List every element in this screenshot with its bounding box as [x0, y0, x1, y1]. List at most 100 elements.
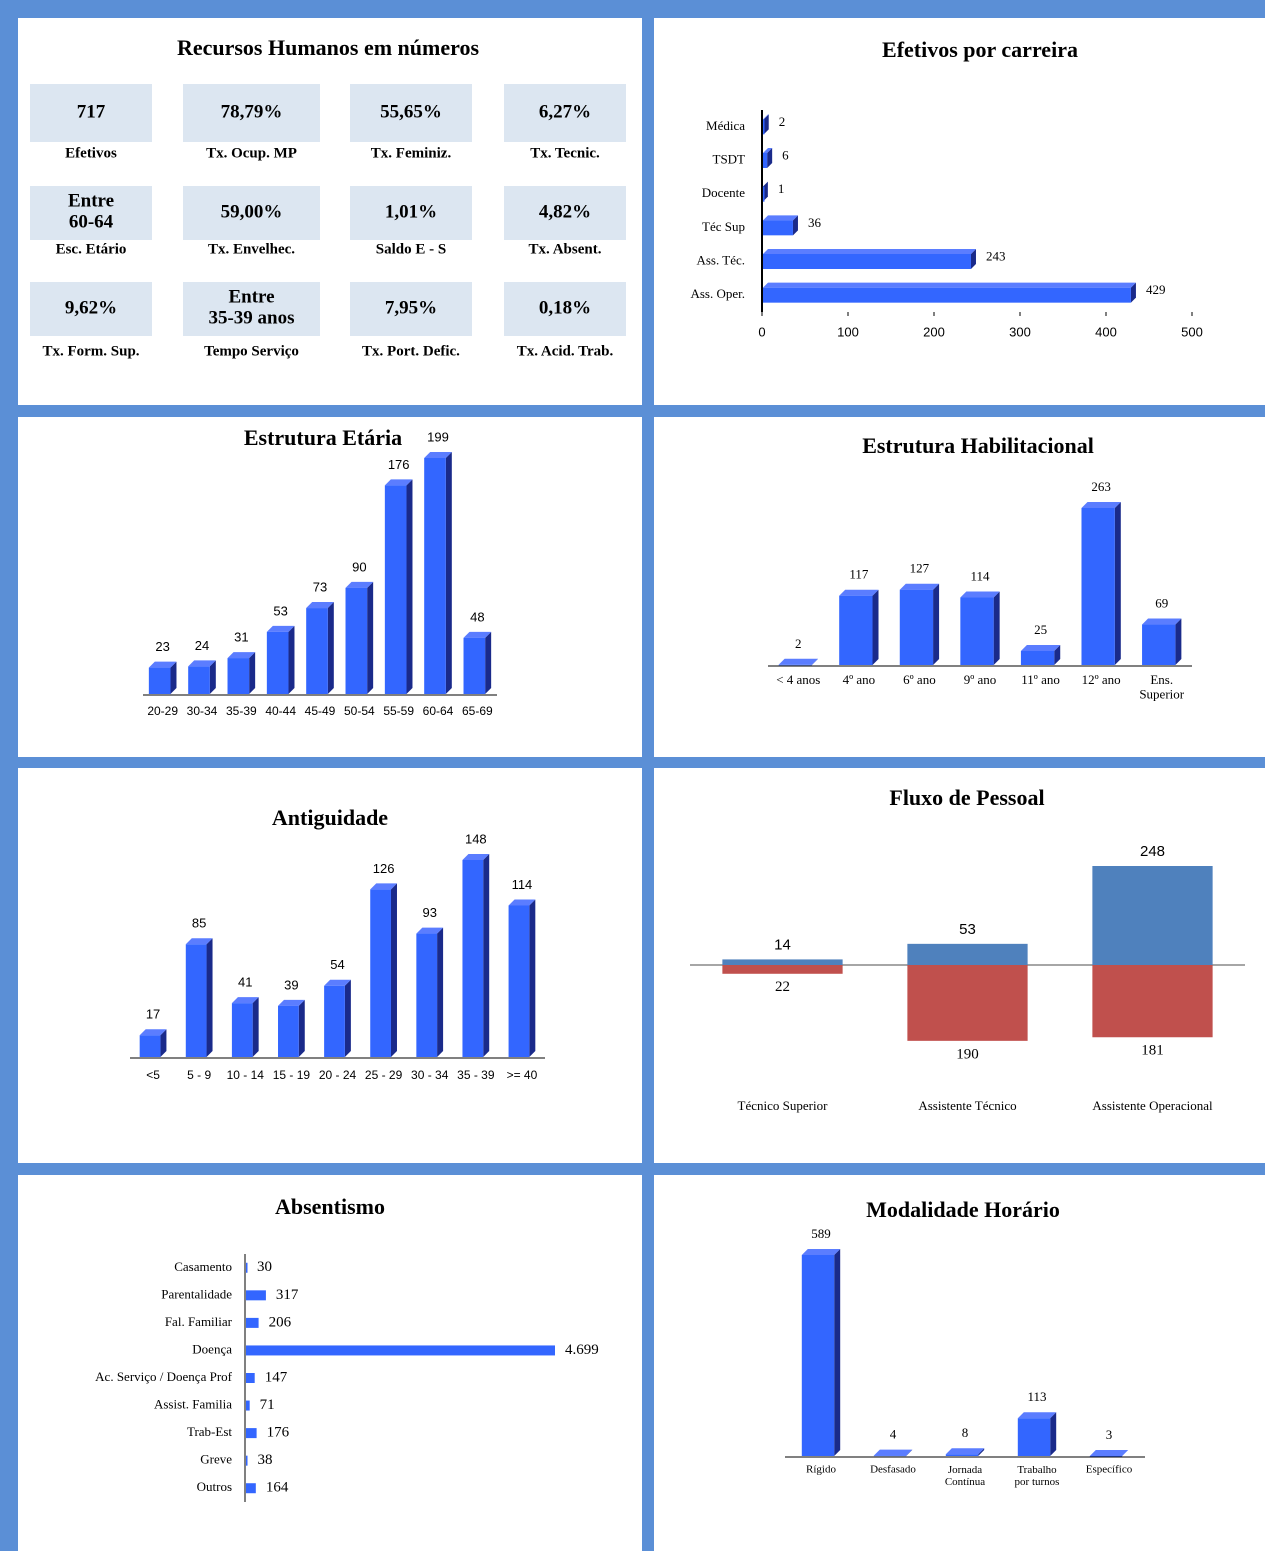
bar-top	[763, 249, 976, 254]
x-tick-label: 11º ano	[1021, 672, 1060, 687]
bar-top	[801, 1249, 841, 1255]
bar	[1092, 965, 1213, 1038]
y-tick-label: TSDT	[713, 151, 746, 166]
kpi-box	[183, 84, 320, 142]
bar	[722, 965, 843, 974]
kpi-box	[350, 186, 472, 240]
panel	[654, 18, 1265, 405]
bar-top	[231, 997, 259, 1004]
bar	[231, 1003, 253, 1057]
bar	[1142, 624, 1176, 665]
value-label: 199	[427, 429, 449, 444]
value-label: 317	[276, 1287, 299, 1303]
y-tick-label: Trab-Est	[187, 1424, 232, 1439]
panel-title: Recursos Humanos em números	[177, 35, 480, 60]
x-tick-label: Jornada Contínua	[945, 1464, 985, 1488]
value-label: 4.699	[565, 1342, 599, 1358]
x-tick-label: < 4 anos	[776, 672, 820, 687]
kpi-box	[504, 84, 626, 142]
bar-side	[767, 148, 773, 168]
bar-side	[872, 589, 879, 665]
y-tick-label: Fal. Familiar	[165, 1314, 233, 1329]
bar-side	[993, 591, 1000, 665]
kpi-label: Saldo E - S	[376, 241, 446, 257]
kpi-box	[183, 282, 320, 336]
bar-side	[978, 1448, 985, 1456]
bar-side	[249, 652, 256, 694]
x-tick-label: Assistente Operacional	[1092, 1098, 1213, 1113]
kpi-box	[350, 84, 472, 142]
bar-side	[367, 581, 374, 694]
kpi-value: 6,27%	[539, 101, 591, 122]
kpi-label: Tx. Envelhec.	[208, 241, 295, 257]
bar	[246, 1483, 256, 1494]
bar-side	[390, 883, 397, 1057]
y-tick-label: Ass. Téc.	[696, 252, 745, 267]
bar	[278, 1005, 299, 1057]
bar-top	[384, 479, 413, 486]
bar-side	[1050, 1412, 1057, 1456]
value-label: 53	[959, 921, 976, 938]
bar	[246, 1400, 250, 1411]
value-label: 126	[373, 861, 395, 876]
bar-top	[306, 602, 334, 609]
y-tick-label: Casamento	[174, 1259, 232, 1274]
kpi-label: Tx. Tecnic.	[530, 145, 600, 161]
bar-top	[945, 1448, 985, 1455]
bar-side	[792, 215, 798, 236]
bar-top	[416, 927, 444, 934]
value-label: 176	[388, 457, 410, 472]
x-tick-label: 50-54	[344, 704, 375, 718]
kpi-label: Tx. Ocup. MP	[206, 145, 297, 161]
value-label: 14	[774, 936, 791, 953]
bar-top	[424, 452, 452, 458]
value-label: 73	[313, 579, 327, 594]
panel	[654, 1175, 1265, 1551]
bar-top	[188, 660, 216, 667]
bar-side	[170, 661, 177, 694]
kpi-box	[183, 186, 320, 240]
x-tick-label: Ens. Superior	[1139, 672, 1184, 701]
kpi-box	[30, 282, 152, 336]
bar-side	[933, 583, 940, 665]
bar-top	[508, 899, 536, 906]
bar-side	[906, 1449, 913, 1456]
bar-side	[763, 114, 769, 135]
bar-top	[1017, 1412, 1057, 1419]
bar	[246, 1262, 248, 1273]
x-tick-label: 9º ano	[964, 672, 997, 687]
bar	[227, 658, 250, 694]
x-tick-label: 35 - 39	[457, 1068, 495, 1082]
bar-side	[1054, 644, 1061, 665]
kpi-value: 55,65%	[380, 101, 442, 122]
x-tick-label: 6º ano	[903, 672, 936, 687]
bar-side	[1175, 618, 1182, 665]
x-tick-label: 20 - 24	[319, 1068, 357, 1082]
value-label: 17	[146, 1007, 160, 1022]
text-line: Jornada	[948, 1464, 982, 1476]
kpi-label: Tempo Serviço	[204, 343, 299, 359]
value-label: 93	[422, 905, 436, 920]
bar-top	[227, 652, 256, 659]
x-tick-label: 0	[758, 324, 765, 339]
text-line: Ens.	[1150, 672, 1173, 687]
x-tick-label: 100	[837, 324, 859, 339]
x-tick-label: 25 - 29	[365, 1068, 403, 1082]
bar	[1020, 650, 1055, 665]
value-label: 25	[1034, 622, 1047, 637]
kpi-label: Tx. Port. Defic.	[362, 343, 460, 359]
bar	[960, 597, 994, 665]
bar	[763, 119, 765, 135]
value-label: 30	[257, 1259, 272, 1275]
y-tick-label: Ass. Oper.	[690, 286, 745, 301]
x-tick-label: 400	[1095, 324, 1117, 339]
value-label: 71	[260, 1397, 275, 1413]
bar	[801, 1255, 835, 1456]
bar	[246, 1428, 257, 1439]
value-label: 147	[265, 1369, 288, 1385]
x-tick-label: 65-69	[462, 704, 493, 718]
panel	[18, 1175, 642, 1551]
text-line: Superior	[1139, 686, 1184, 701]
bar	[722, 959, 843, 965]
chart-title: Antiguidade	[272, 805, 388, 830]
